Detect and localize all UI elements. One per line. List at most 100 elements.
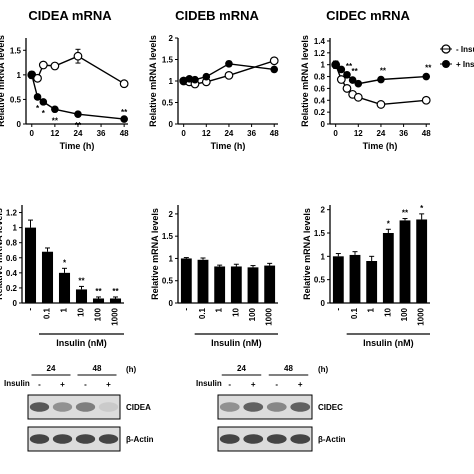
y-tick-label: 0.4 bbox=[314, 96, 326, 105]
x-tick-label: 1 bbox=[215, 307, 224, 312]
x-tick-label: 24 bbox=[74, 129, 83, 138]
blot-band bbox=[98, 402, 119, 412]
x-tick-label: 36 bbox=[399, 129, 408, 138]
y-tick-label: 2 bbox=[321, 206, 326, 215]
x-tick-label: 1000 bbox=[417, 307, 426, 325]
chart-cidec-dose: 00.511.52- 0.1 1 10 100 1000****Insulin (nM)R… bbox=[302, 204, 430, 348]
x-axis-label: Time (h) bbox=[363, 141, 398, 151]
y-tick-label: 0.8 bbox=[6, 239, 18, 248]
x-axis-label: Time (h) bbox=[211, 141, 246, 151]
blot-time-unit: (h) bbox=[126, 365, 137, 374]
bar bbox=[92, 298, 105, 303]
x-tick-label: - bbox=[333, 308, 342, 311]
x-tick-label: 0.1 bbox=[43, 307, 52, 319]
data-point-filled bbox=[270, 65, 279, 74]
y-tick-label: 0 bbox=[321, 120, 326, 129]
y-tick-label: 1.5 bbox=[162, 232, 174, 241]
data-point-filled bbox=[74, 110, 82, 118]
significance-marker: ** bbox=[380, 67, 387, 76]
y-tick-label: 2 bbox=[169, 34, 174, 43]
y-tick-label: 0 bbox=[169, 120, 174, 129]
x-axis-label: Insulin (nM) bbox=[211, 338, 262, 348]
data-point-filled bbox=[33, 93, 42, 101]
x-tick-label: 10 bbox=[77, 307, 86, 316]
y-axis-label: Relative mRNA levels bbox=[0, 208, 4, 300]
y-tick-label: 0.6 bbox=[6, 254, 18, 263]
y-tick-label: 0.8 bbox=[314, 73, 326, 82]
data-point-open bbox=[38, 60, 48, 70]
y-tick-label: 1.5 bbox=[314, 229, 326, 238]
x-tick-label: 1 bbox=[60, 307, 69, 312]
significance-marker: ** bbox=[75, 121, 82, 130]
x-tick-label: 12 bbox=[354, 129, 363, 138]
blot-row-label: β-Actin bbox=[126, 435, 154, 444]
blot-time-label: 24 bbox=[47, 364, 56, 373]
data-point-open bbox=[421, 95, 431, 105]
x-tick-label: 100 bbox=[248, 307, 257, 321]
x-tick-label: 1 bbox=[367, 307, 376, 312]
blot-band bbox=[219, 434, 240, 444]
data-point-open bbox=[269, 56, 279, 66]
data-point-filled bbox=[51, 105, 59, 114]
bar bbox=[75, 289, 88, 303]
blot-lane-sign: + bbox=[298, 380, 303, 389]
data-point-filled bbox=[185, 75, 194, 83]
blot-time-label: 48 bbox=[284, 364, 293, 373]
x-tick-label: 0 bbox=[181, 129, 186, 138]
bar bbox=[416, 219, 428, 303]
y-tick-label: 0 bbox=[17, 120, 22, 129]
y-tick-label: 1.5 bbox=[10, 46, 22, 55]
data-point-open bbox=[336, 75, 346, 84]
blot-band bbox=[52, 434, 73, 444]
x-tick-label: - bbox=[26, 308, 35, 311]
chart-cidec-time: 0 0.2 0.4 0.6 0.8 1 1.2 1.4 0 12 24 36 48 Time (h) Rel… bbox=[300, 35, 432, 151]
data-point-open bbox=[342, 84, 352, 93]
y-tick-label: 1.4 bbox=[314, 37, 326, 46]
x-axis-label: Time (h) bbox=[60, 141, 95, 151]
y-tick-label: 0.5 bbox=[314, 276, 326, 285]
blot-lane-sign: + bbox=[106, 380, 111, 389]
data-point-filled bbox=[39, 98, 48, 106]
x-tick-label: 10 bbox=[231, 307, 240, 316]
y-tick-label: 1 bbox=[169, 77, 174, 86]
data-point-filled bbox=[354, 79, 363, 88]
significance-marker: * bbox=[36, 104, 40, 113]
data-point-open bbox=[353, 92, 363, 102]
bar bbox=[41, 251, 54, 303]
y-tick-label: 1.2 bbox=[314, 49, 326, 58]
y-tick-label: 0.4 bbox=[6, 269, 18, 278]
bar bbox=[180, 258, 192, 303]
data-point-open bbox=[376, 100, 386, 109]
blot-lane-sign: - bbox=[275, 380, 278, 389]
chart-cidea-time: 0 0.5 1 1.5 0 12 24 36 48 Time (h) Relative mRNA l… bbox=[0, 35, 129, 151]
data-point-open bbox=[119, 79, 129, 89]
bar bbox=[214, 266, 226, 303]
y-tick-label: 0.5 bbox=[162, 99, 174, 108]
bar bbox=[332, 256, 344, 303]
x-tick-label: 0 bbox=[333, 129, 338, 138]
x-tick-label: 36 bbox=[247, 129, 256, 138]
legend-label-plus-insulin: + Insulin bbox=[456, 60, 474, 69]
x-tick-label: 24 bbox=[376, 129, 385, 138]
data-point-open bbox=[73, 51, 83, 61]
chart-title-cidea: CIDEA mRNA bbox=[28, 8, 112, 23]
x-tick-label: 48 bbox=[270, 129, 279, 138]
blot-treatment-label: Insulin bbox=[196, 379, 222, 388]
x-tick-label: 48 bbox=[120, 129, 129, 138]
y-tick-label: 0 bbox=[169, 299, 174, 308]
blot-band bbox=[290, 402, 311, 412]
y-tick-label: 0.6 bbox=[314, 84, 326, 93]
blot-band bbox=[266, 434, 287, 444]
significance-marker: * bbox=[42, 109, 46, 118]
y-tick-label: 0.5 bbox=[162, 277, 174, 286]
bar bbox=[247, 267, 259, 303]
blot-row-label: CIDEA bbox=[126, 403, 151, 412]
blot-time-label: 24 bbox=[237, 364, 246, 373]
x-tick-label: 12 bbox=[202, 129, 211, 138]
y-tick-label: 1 bbox=[321, 61, 326, 70]
x-tick-label: - bbox=[181, 308, 190, 311]
blot-lane-sign: - bbox=[228, 380, 231, 389]
blot-band bbox=[243, 402, 264, 412]
